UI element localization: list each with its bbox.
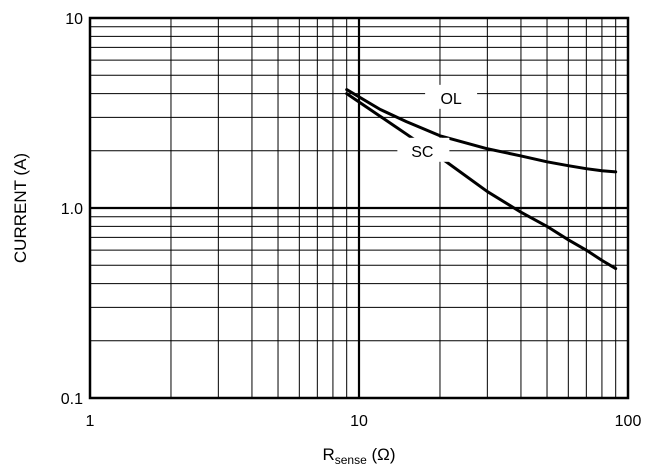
y-tick-label: 0.1 [61, 391, 83, 408]
plot-frame [88, 16, 630, 400]
x-axis-label-unit: (Ω) [367, 445, 396, 464]
x-tick-label: 10 [350, 413, 368, 430]
series-label-ol: OL [440, 91, 461, 108]
x-tick-label: 100 [615, 413, 642, 430]
y-tick-label: 1.0 [61, 201, 83, 218]
x-tick-label: 1 [86, 413, 95, 430]
x-axis-label-subscript: sense [335, 453, 367, 467]
curve-layer [345, 88, 618, 271]
series-label-ol-background [425, 84, 478, 109]
series-line-sc [345, 92, 618, 271]
x-axis-label: Rsense (Ω) [322, 445, 395, 467]
y-axis-label: CURRENT (A) [11, 153, 30, 263]
y-tick-label: 10 [65, 11, 83, 28]
series-label-sc: SC [411, 144, 433, 161]
x-axis-label-main: R [322, 445, 334, 464]
series-line-ol [345, 88, 618, 174]
series-label-sc-background [397, 137, 450, 162]
grid-layer [90, 18, 628, 398]
label-layer: OL SC 1 10 100 0.1 1.0 10 [61, 11, 642, 430]
